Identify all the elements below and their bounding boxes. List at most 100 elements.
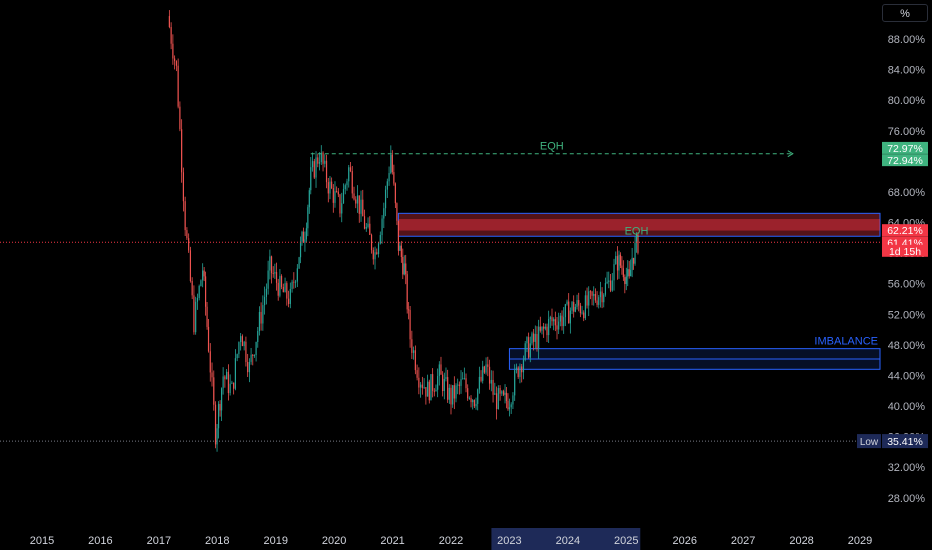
candle-body: [549, 317, 551, 319]
candle-body: [325, 160, 328, 183]
candle-body: [272, 273, 274, 274]
imbalance-label: IMBALANCE: [814, 336, 878, 348]
candle-body: [586, 295, 588, 306]
candle-body: [433, 390, 435, 392]
candle-body: [324, 160, 326, 164]
low-value-label: 35.41%: [887, 436, 923, 448]
candle-body: [521, 366, 523, 373]
candle-body: [458, 384, 460, 386]
x-tick-label: 2020: [322, 535, 346, 547]
candle-body: [289, 288, 291, 304]
candle-body: [264, 296, 266, 306]
candle-body: [172, 43, 174, 59]
candle-body: [367, 223, 369, 227]
candle-body: [274, 272, 276, 274]
candle-body: [517, 367, 519, 377]
candle-body: [618, 254, 620, 271]
candle-body: [573, 301, 575, 312]
candle-body: [616, 256, 619, 271]
candle-body: [243, 341, 245, 347]
candle-body: [170, 27, 172, 44]
candle-body: [588, 291, 590, 306]
candle-body: [606, 281, 608, 284]
candle-body: [370, 234, 373, 251]
candle-body: [405, 263, 407, 275]
eqh-arrow: [787, 150, 794, 158]
candle-body: [435, 389, 437, 392]
candle-body: [406, 274, 408, 310]
candle-body: [356, 195, 359, 204]
candle-body: [576, 300, 578, 307]
candle-body: [470, 398, 472, 403]
candle-body: [241, 336, 244, 347]
candle-body: [522, 359, 525, 373]
candle-body: [168, 16, 170, 28]
y-tick-label: 68.00%: [888, 187, 926, 199]
candle-body: [175, 61, 177, 66]
candle-body: [299, 241, 302, 258]
candle-body: [250, 354, 252, 362]
candle-body: [460, 379, 462, 386]
low-badge-label: Low: [860, 437, 879, 448]
candle-body: [189, 250, 192, 281]
candle-body: [374, 252, 376, 260]
candle-body: [245, 341, 247, 363]
candle-body: [627, 269, 629, 277]
candle-body: [499, 388, 501, 394]
candle-body: [613, 264, 615, 281]
candle-body: [531, 333, 533, 344]
candle-body: [302, 231, 305, 243]
candle-body: [589, 291, 591, 293]
y-tick-label: 32.00%: [888, 462, 926, 474]
candle-body: [209, 351, 211, 373]
candle-body: [596, 300, 598, 305]
candle-body: [453, 385, 455, 399]
candle-body: [353, 193, 355, 200]
candle-body: [390, 154, 392, 174]
candle-body: [477, 389, 479, 404]
candle-body: [293, 281, 295, 283]
candle-body: [377, 243, 380, 254]
price-tag: [882, 244, 928, 257]
percent-scale-button[interactable]: %: [882, 4, 928, 22]
candle-body: [420, 384, 422, 388]
candle-body: [604, 283, 607, 295]
candle-body: [598, 297, 600, 305]
candle-body: [485, 364, 487, 373]
candle-body: [519, 366, 521, 377]
candle-body: [564, 304, 566, 318]
low-badge: [857, 434, 881, 449]
candle-body: [200, 280, 202, 287]
y-tick-label: 44.00%: [888, 370, 926, 382]
candle-body: [227, 371, 229, 394]
candle-body: [355, 199, 357, 204]
candle-body: [408, 309, 410, 311]
candle-body: [322, 152, 324, 164]
candle-body: [213, 377, 215, 405]
candle-body: [219, 404, 221, 411]
candle-body: [553, 319, 555, 322]
candle-body: [363, 216, 366, 229]
candle-body: [337, 191, 339, 195]
candle-body: [342, 189, 345, 204]
candle-body: [430, 374, 432, 401]
candle-body: [608, 280, 610, 282]
candle-body: [634, 243, 636, 264]
candle-body: [233, 382, 235, 389]
candle-body: [205, 276, 207, 307]
x-tick-label: 2017: [147, 535, 171, 547]
candle-body: [561, 315, 563, 327]
candle-body: [334, 191, 336, 203]
price-tag-label: 62.21%: [887, 225, 923, 237]
candle-body: [376, 252, 378, 254]
candle-body: [487, 364, 489, 367]
candle-body: [475, 403, 477, 407]
candle-body: [310, 167, 312, 191]
candle-body: [331, 181, 333, 189]
candle-body: [569, 310, 571, 324]
candle-body: [621, 265, 623, 269]
candle-body: [394, 183, 396, 204]
candle-body: [279, 276, 281, 296]
candle-body: [505, 392, 508, 401]
